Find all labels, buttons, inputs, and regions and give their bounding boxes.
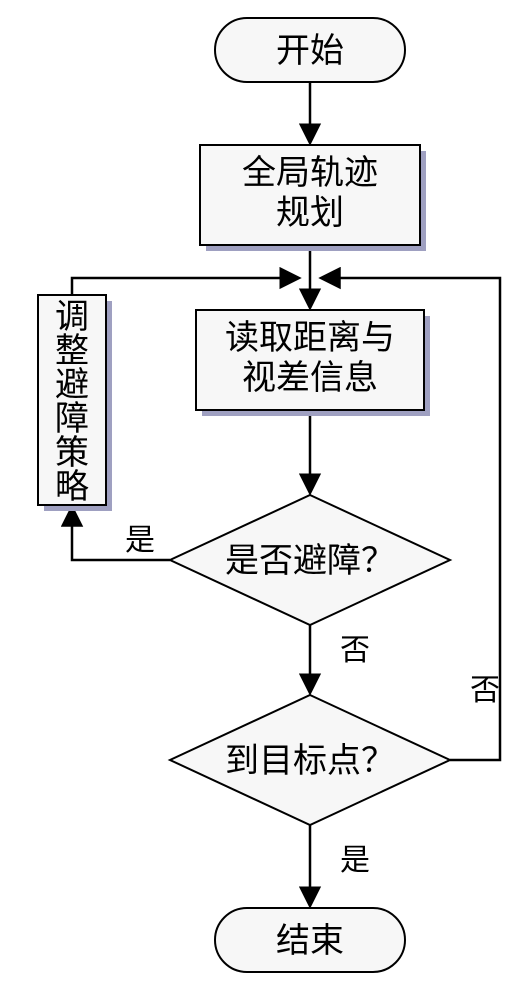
- node-decide1: 是否避障？: [170, 495, 450, 625]
- node-adjust-c6: 略: [55, 468, 89, 506]
- edge-decide1-adjust: [72, 508, 170, 560]
- label-decide2-no: 否: [470, 674, 500, 707]
- node-decide2-label: 到目标点？: [225, 742, 395, 780]
- node-plan: 全局轨迹 规划: [200, 145, 426, 251]
- node-start-label: 开始: [276, 32, 344, 70]
- node-adjust-c4: 障: [55, 400, 89, 438]
- node-adjust-c2: 整: [55, 332, 89, 370]
- node-read: 读取距离与 视差信息: [196, 310, 430, 416]
- node-adjust-c1: 调: [55, 299, 89, 336]
- node-adjust-c3: 避: [55, 366, 89, 404]
- node-adjust: 调 整 避 障 策 略: [38, 295, 112, 511]
- edge-adjust-merge: [72, 278, 298, 295]
- node-read-line2: 视差信息: [242, 359, 378, 397]
- node-adjust-c5: 策: [55, 434, 89, 472]
- label-decide1-no: 否: [340, 634, 370, 667]
- node-start: 开始: [215, 18, 405, 82]
- node-read-line1: 读取距离与: [225, 319, 395, 357]
- label-decide2-yes: 是: [340, 844, 370, 877]
- node-plan-line1: 全局轨迹: [242, 154, 378, 192]
- node-decide1-label: 是否避障？: [225, 542, 395, 580]
- node-plan-line2: 规划: [276, 194, 344, 232]
- node-end-label: 结束: [276, 922, 344, 960]
- node-decide2: 到目标点？: [170, 695, 450, 825]
- node-end: 结束: [215, 908, 405, 972]
- label-decide1-yes: 是: [125, 524, 155, 557]
